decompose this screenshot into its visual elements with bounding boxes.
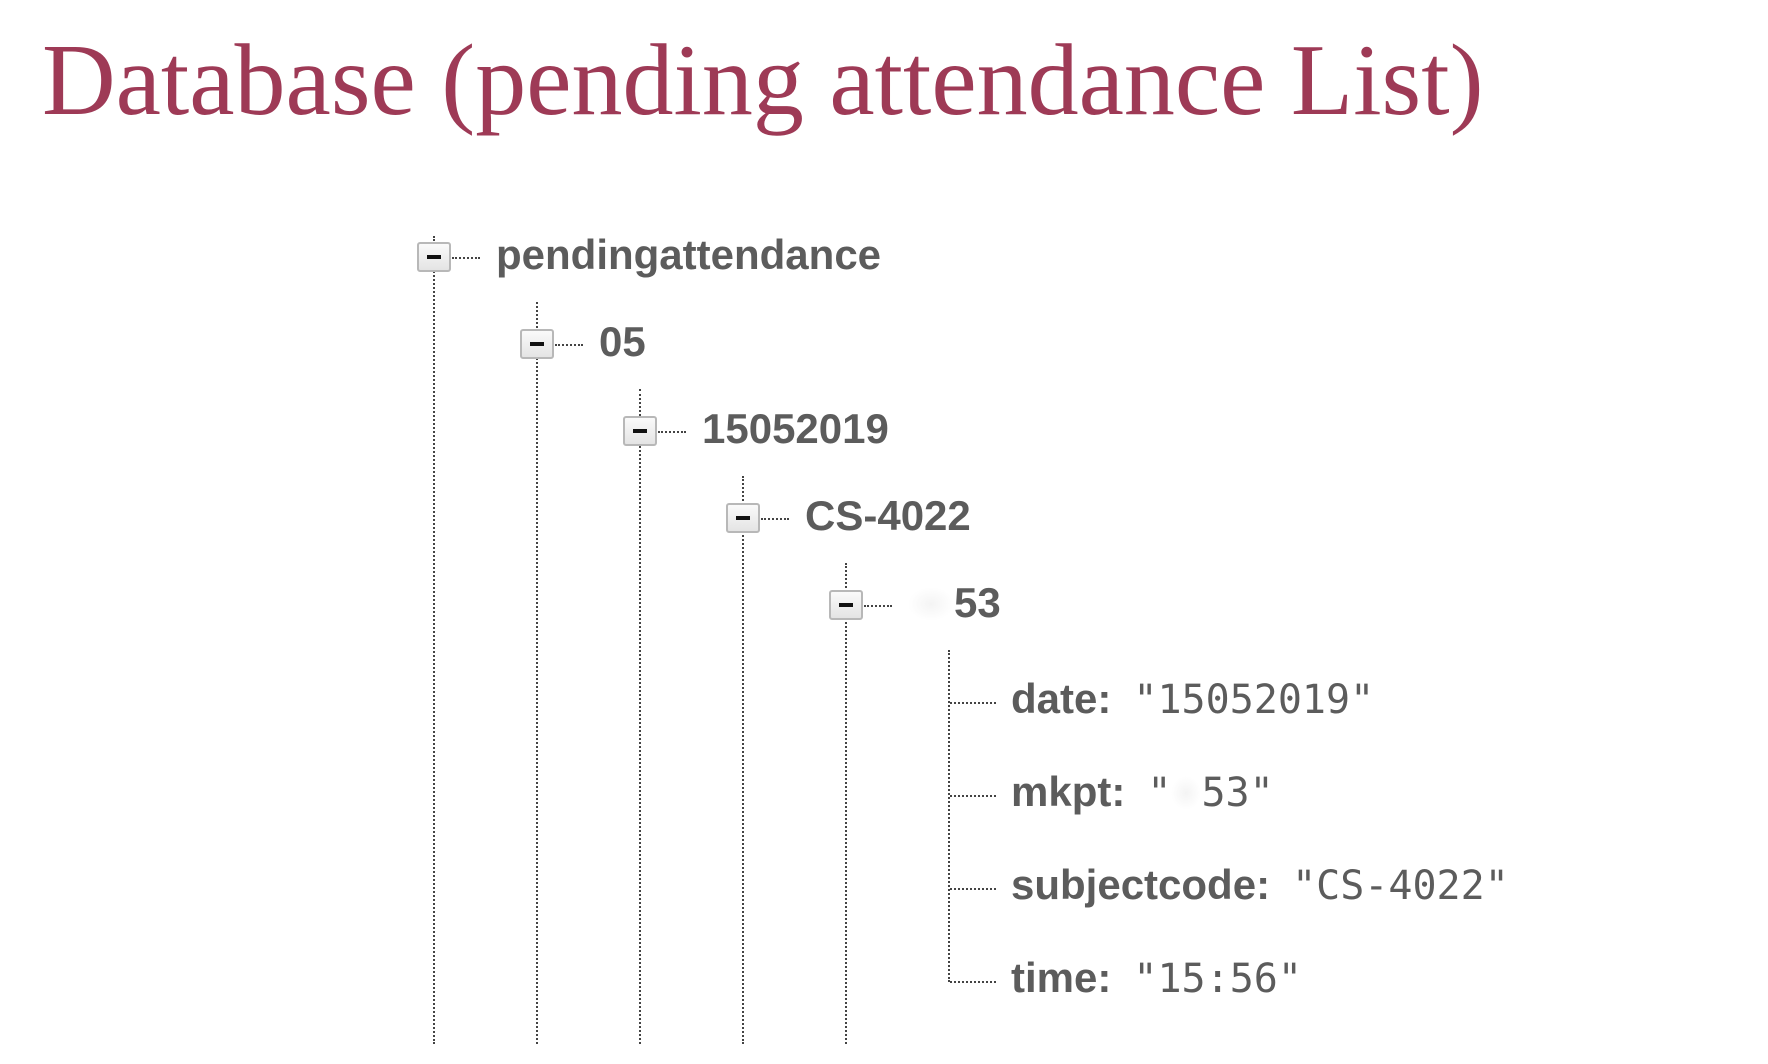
field-value: "15:56" xyxy=(1133,956,1302,1002)
collapse-icon[interactable] xyxy=(726,503,760,533)
tree-connector xyxy=(950,888,996,890)
collapse-icon[interactable] xyxy=(623,416,657,446)
tree-guide-line xyxy=(742,476,744,1044)
field-subjectcode[interactable]: subjectcode: "CS-4022" xyxy=(1011,859,1509,921)
tree-connector xyxy=(864,605,892,607)
collapse-icon[interactable] xyxy=(417,242,451,272)
node-05[interactable]: 05 xyxy=(599,318,646,365)
field-value: "15052019" xyxy=(1133,677,1375,723)
field-mkpt[interactable]: mkpt: " 53" xyxy=(1011,766,1274,828)
tree-connector xyxy=(761,518,789,520)
tree-connector xyxy=(658,431,686,433)
tree-connector xyxy=(950,702,996,704)
tree-guide-line xyxy=(639,389,641,1044)
field-key: subjectcode: xyxy=(1011,861,1271,908)
tree-connector xyxy=(950,981,996,983)
tree-connector xyxy=(950,795,996,797)
redacted-text xyxy=(908,587,954,621)
field-value: "CS-4022" xyxy=(1292,863,1509,909)
collapse-icon[interactable] xyxy=(829,590,863,620)
field-key: mkpt: xyxy=(1011,768,1126,815)
node-student-id[interactable]: 53 xyxy=(908,577,1001,629)
tree-connector xyxy=(452,257,480,259)
tree-guide-line xyxy=(536,302,538,1044)
tree-guide-line xyxy=(433,236,435,1044)
field-key: time: xyxy=(1011,954,1112,1001)
field-key: date: xyxy=(1011,675,1112,722)
node-student-id-suffix: 53 xyxy=(954,579,1001,626)
collapse-icon[interactable] xyxy=(520,329,554,359)
field-value-prefix: " xyxy=(1147,770,1172,816)
field-date[interactable]: date: "15052019" xyxy=(1011,673,1374,735)
tree-connector xyxy=(555,344,583,346)
field-value: " 53" xyxy=(1147,770,1273,816)
field-value-suffix: 53" xyxy=(1201,770,1274,816)
tree-guide-line xyxy=(845,563,847,1044)
field-time[interactable]: time: "15:56" xyxy=(1011,952,1302,1014)
node-15052019[interactable]: 15052019 xyxy=(702,405,889,452)
tree-guide-line xyxy=(948,650,950,982)
redacted-text xyxy=(1171,776,1202,810)
node-pendingattendance[interactable]: pendingattendance xyxy=(496,231,882,278)
node-cs-4022[interactable]: CS-4022 xyxy=(805,492,971,539)
slide-title: Database (pending attendance List) xyxy=(42,24,1484,137)
